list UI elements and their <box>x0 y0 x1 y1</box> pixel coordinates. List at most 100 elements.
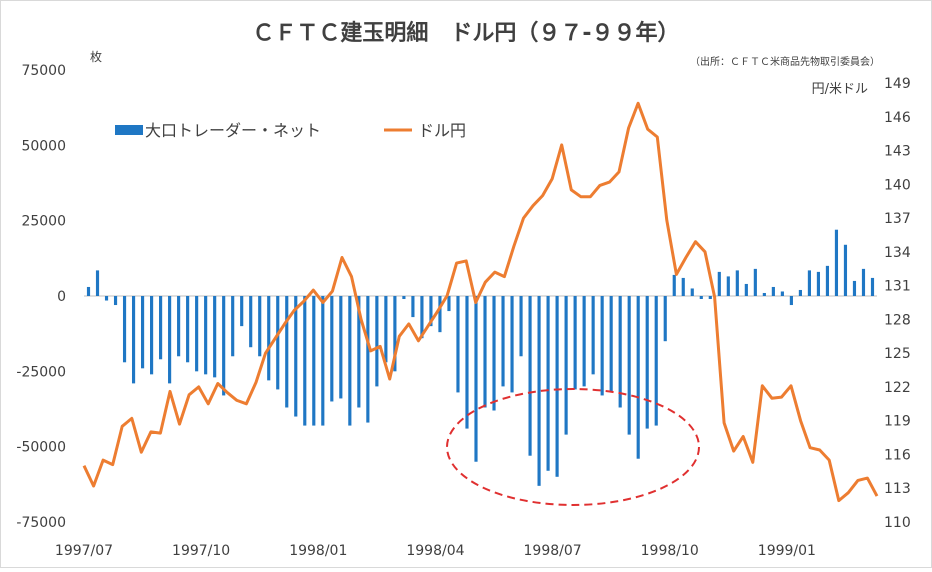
bar <box>726 276 730 296</box>
bar <box>122 296 127 363</box>
x-tick-label: 1999/01 <box>758 543 816 559</box>
bar <box>366 296 370 423</box>
bar <box>708 296 712 300</box>
bar <box>762 292 766 296</box>
x-tick-label: 1998/10 <box>641 543 699 559</box>
bar <box>131 296 136 384</box>
bar-series <box>86 229 875 486</box>
bar <box>321 296 325 426</box>
bar <box>420 296 424 339</box>
bar <box>447 296 451 312</box>
bar <box>519 296 523 357</box>
right-tick-label: 143 <box>884 144 911 160</box>
bar <box>870 277 875 296</box>
bar <box>681 277 685 296</box>
right-tick-label: 137 <box>884 211 911 227</box>
bar <box>807 270 811 296</box>
right-tick-label: 113 <box>884 481 911 497</box>
right-axis-ticks: 149 146 143 140 137 134 131 128 125 122 119 116 113 1… <box>884 76 911 531</box>
bar <box>384 296 388 363</box>
right-axis-unit: 円/米ドル <box>812 82 868 97</box>
bar <box>393 296 397 372</box>
bar <box>861 268 866 296</box>
bar <box>609 296 613 393</box>
bar <box>267 296 271 381</box>
left-axis-ticks: 75000 50000 25000 0 -25000 -50000 -75000 <box>16 63 66 531</box>
right-tick-label: 128 <box>884 312 911 328</box>
bar <box>95 270 100 296</box>
bar <box>86 286 91 296</box>
bar <box>159 296 163 360</box>
left-axis-unit: 枚 <box>90 49 102 64</box>
bar <box>195 296 199 372</box>
bar <box>510 296 514 393</box>
bar <box>699 296 703 300</box>
bar <box>276 296 280 390</box>
bar <box>798 289 802 296</box>
x-tick-label: 1998/04 <box>406 543 464 559</box>
bar <box>348 296 352 426</box>
bar <box>537 296 541 486</box>
bar <box>672 274 676 296</box>
bar <box>492 296 496 411</box>
bar <box>213 296 217 378</box>
line-series-usdjpy <box>82 101 879 503</box>
right-tick-label: 146 <box>884 110 911 126</box>
bar <box>474 296 478 462</box>
left-tick-label: 50000 <box>21 138 66 154</box>
legend-swatch-bar <box>115 125 143 135</box>
bar <box>744 283 748 296</box>
bar <box>140 296 145 369</box>
bar <box>429 296 433 327</box>
bar <box>582 296 586 387</box>
bar <box>294 296 298 417</box>
chart-source: （出所：ＣＦＴＣ米商品先物取引委員会） <box>690 55 880 68</box>
right-tick-label: 125 <box>884 346 911 362</box>
bar <box>231 296 235 357</box>
bar <box>483 296 487 408</box>
x-tick-label: 1997/10 <box>172 543 230 559</box>
x-tick-label: 1997/07 <box>55 543 113 559</box>
bar <box>186 296 190 363</box>
bar <box>168 296 172 384</box>
right-tick-label: 116 <box>884 447 911 463</box>
left-tick-label: 75000 <box>21 63 66 79</box>
highlight-ellipse <box>446 388 700 506</box>
legend-label-bar: 大口トレーダー・ネット <box>145 121 321 140</box>
bar <box>654 296 658 426</box>
bar <box>618 296 622 408</box>
bar <box>104 296 109 301</box>
bar <box>339 296 343 399</box>
bar <box>546 296 550 471</box>
bar <box>735 270 739 296</box>
legend-label-line: ドル円 <box>418 121 466 140</box>
bar <box>150 296 154 375</box>
bar <box>357 296 361 408</box>
bar <box>113 296 118 306</box>
right-tick-label: 140 <box>884 177 911 193</box>
x-axis-ticks: 1997/07 1997/10 1998/01 1998/04 1998/07 1998/… <box>55 543 816 559</box>
bar <box>780 291 784 296</box>
chart-title: ＣＦＴＣ建玉明細 ドル円（９７-９９年） <box>252 20 679 46</box>
bar <box>843 244 848 296</box>
bar <box>771 286 775 296</box>
bar <box>177 296 181 357</box>
bar <box>645 296 649 429</box>
bar <box>753 268 757 296</box>
left-tick-label: -50000 <box>16 440 66 456</box>
x-tick-label: 1998/07 <box>524 543 582 559</box>
right-tick-label: 149 <box>884 76 911 92</box>
bar <box>240 296 244 327</box>
bar <box>402 296 406 300</box>
bar <box>222 296 226 396</box>
bar <box>285 296 289 408</box>
right-tick-label: 134 <box>884 245 911 261</box>
right-tick-label: 119 <box>884 414 911 430</box>
x-tick-label: 1998/01 <box>289 543 347 559</box>
bar <box>330 296 334 402</box>
bar <box>627 296 631 435</box>
left-tick-label: -75000 <box>16 515 66 531</box>
bar <box>411 296 415 318</box>
